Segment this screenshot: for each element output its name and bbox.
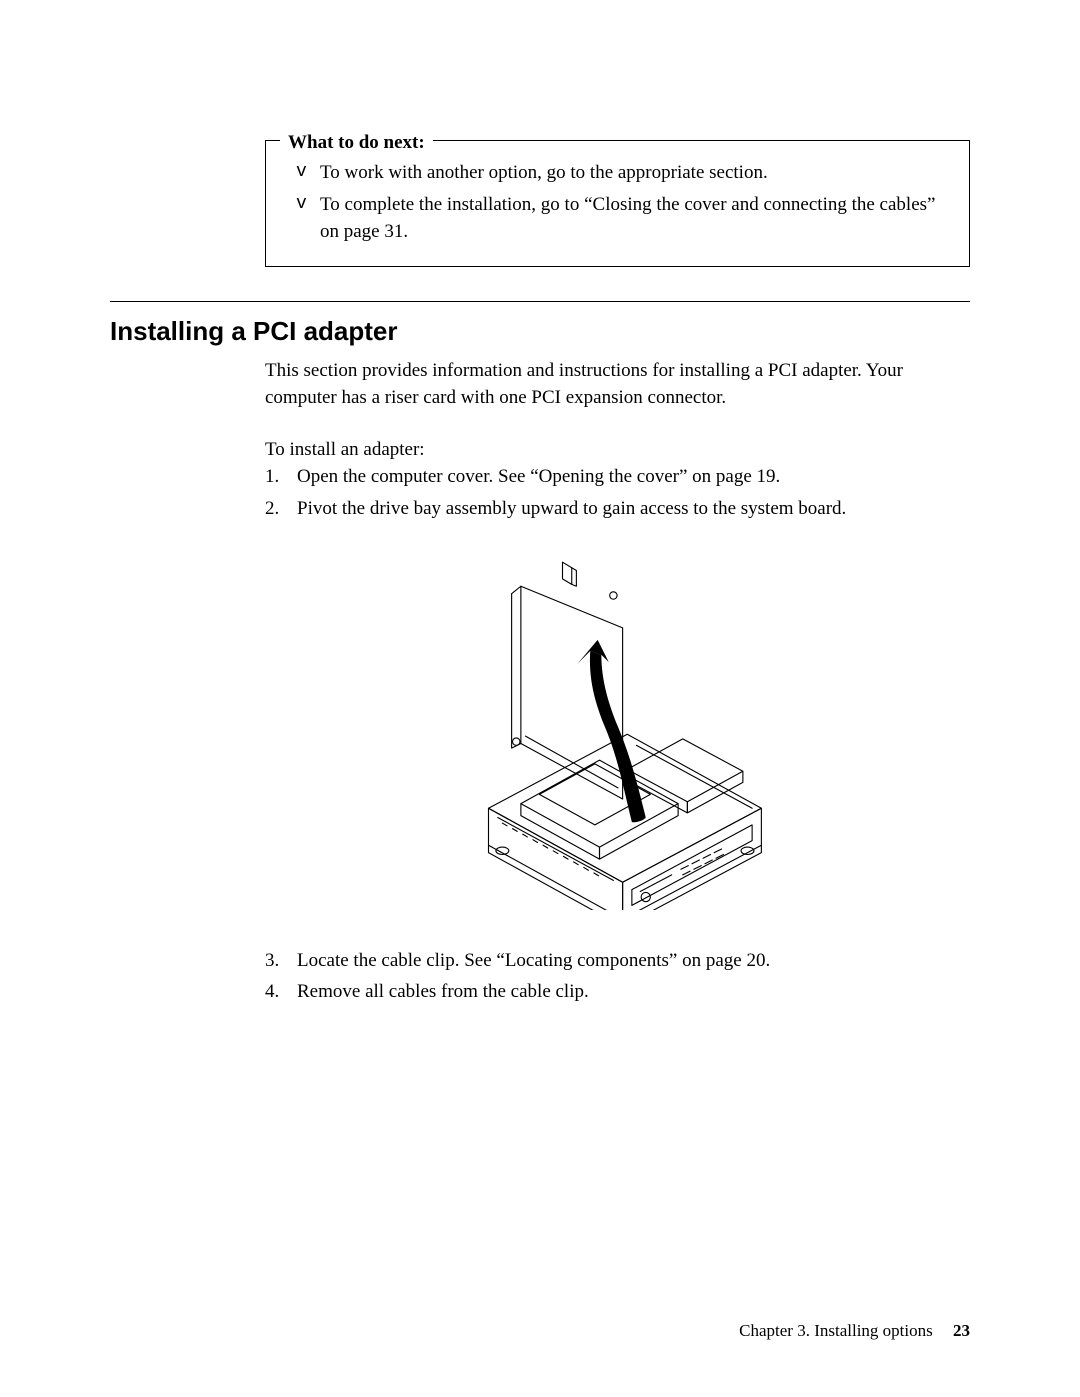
- step-item: 2. Pivot the drive bay assembly upward t…: [265, 495, 970, 523]
- what-to-do-next-box: What to do next: To work with another op…: [265, 140, 970, 267]
- body-block: This section provides information and in…: [265, 357, 970, 1006]
- step-item: 3. Locate the cable clip. See “Locating …: [265, 947, 970, 975]
- step-text: Open the computer cover. See “Opening th…: [297, 466, 780, 487]
- step-text: Remove all cables from the cable clip.: [297, 981, 589, 1002]
- section-rule: [110, 301, 970, 302]
- callout-item: To complete the installation, go to “Clo…: [288, 191, 947, 246]
- steps-before-figure: 1. Open the computer cover. See “Opening…: [265, 463, 970, 522]
- callout-item: To work with another option, go to the a…: [288, 159, 947, 187]
- step-number: 4.: [265, 978, 279, 1006]
- step-item: 1. Open the computer cover. See “Opening…: [265, 463, 970, 491]
- callout-legend: What to do next:: [280, 129, 433, 157]
- step-item: 4. Remove all cables from the cable clip…: [265, 978, 970, 1006]
- step-text: Locate the cable clip. See “Locating com…: [297, 950, 770, 971]
- step-text: Pivot the drive bay assembly upward to g…: [297, 498, 846, 519]
- step-number: 2.: [265, 495, 279, 523]
- intro-paragraph: This section provides information and in…: [265, 357, 970, 412]
- lead-paragraph: To install an adapter:: [265, 436, 970, 464]
- figure-computer-case: [265, 540, 970, 919]
- footer-chapter: Chapter 3. Installing options: [739, 1321, 933, 1340]
- steps-after-figure: 3. Locate the cable clip. See “Locating …: [265, 947, 970, 1006]
- step-number: 3.: [265, 947, 279, 975]
- page-footer: Chapter 3. Installing options 23: [739, 1321, 970, 1341]
- callout-item-text: To work with another option, go to the a…: [320, 162, 768, 183]
- step-number: 1.: [265, 463, 279, 491]
- callout-list: To work with another option, go to the a…: [288, 159, 947, 246]
- callout-item-text: To complete the installation, go to “Clo…: [320, 194, 935, 243]
- computer-case-diagram: [433, 540, 803, 910]
- section-heading: Installing a PCI adapter: [110, 316, 970, 347]
- page: What to do next: To work with another op…: [0, 0, 1080, 1397]
- footer-page-number: 23: [953, 1321, 970, 1340]
